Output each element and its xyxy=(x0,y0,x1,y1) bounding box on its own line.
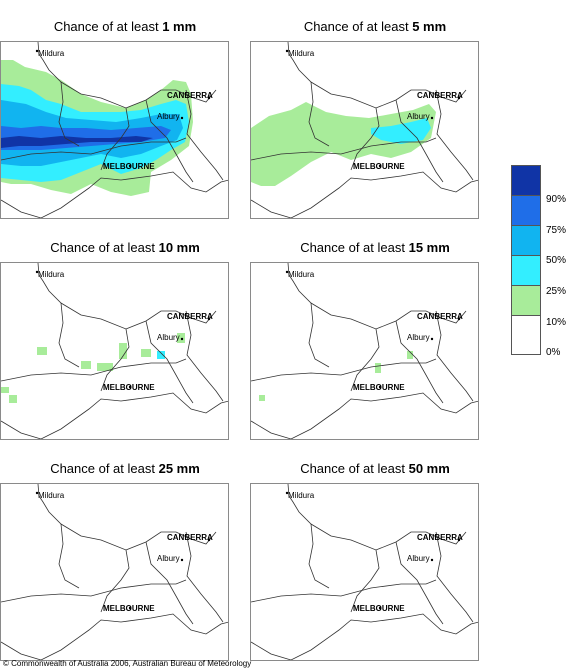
place-mildura: Mildura xyxy=(288,270,315,279)
panel-title-25mm: Chance of at least 25 mm xyxy=(0,461,250,476)
map-15mm: Mildura CANBERRA Albury MELBOURNE xyxy=(250,262,479,440)
map-1mm: Mildura CANBERRA Albury MELBOURNE xyxy=(0,41,229,219)
places: Mildura CANBERRA Albury MELBOURNE xyxy=(285,49,463,171)
copyright-notice: © Commonwealth of Australia 2006, Austra… xyxy=(3,659,252,668)
rain-cell-10 xyxy=(141,349,151,357)
title-prefix: Chance of at least xyxy=(50,240,159,255)
places: Mildura CANBERRA Albury MELBOURNE xyxy=(285,491,463,613)
legend-swatch-0 xyxy=(512,316,540,346)
place-albury: Albury xyxy=(157,112,180,121)
map-svg: Mildura CANBERRA Albury MELBOURNE xyxy=(251,42,478,218)
title-amount: 10 mm xyxy=(158,240,200,255)
rain-cell-10 xyxy=(407,351,413,359)
legend-swatch-75 xyxy=(512,196,540,226)
place-canberra: CANBERRA xyxy=(417,312,463,321)
place-canberra: CANBERRA xyxy=(167,312,213,321)
place-mildura: Mildura xyxy=(38,270,65,279)
legend-label-25: 25% xyxy=(546,286,567,297)
legend-label-10: 10% xyxy=(546,317,567,328)
place-melbourne: MELBOURNE xyxy=(103,383,155,392)
place-albury: Albury xyxy=(407,554,430,563)
map-25mm: Mildura CANBERRA Albury MELBOURNE xyxy=(0,483,229,661)
place-albury: Albury xyxy=(407,333,430,342)
legend-label-75: 75% xyxy=(546,225,567,236)
legend-label-50: 50% xyxy=(546,255,567,266)
map-svg: Mildura CANBERRA Albury MELBOURNE xyxy=(251,263,478,439)
map-10mm: Mildura CANBERRA Albury MELBOURNE xyxy=(0,262,229,440)
map-svg: Mildura CANBERRA Albury MELBOURNE xyxy=(1,263,228,439)
places: Mildura CANBERRA Albury MELBOURNE xyxy=(285,270,463,392)
legend-swatch-10 xyxy=(512,286,540,316)
place-mildura: Mildura xyxy=(38,491,65,500)
title-amount: 15 mm xyxy=(408,240,450,255)
place-mildura: Mildura xyxy=(288,49,315,58)
rain-field xyxy=(259,351,413,401)
title-prefix: Chance of at least xyxy=(300,240,409,255)
state-borders xyxy=(251,484,478,660)
legend-label-0: 0% xyxy=(546,347,561,358)
place-melbourne: MELBOURNE xyxy=(353,162,405,171)
state-borders xyxy=(1,42,228,218)
map-svg: Mildura CANBERRA Albury MELBOURNE xyxy=(1,484,228,660)
panel-title-15mm: Chance of at least 15 mm xyxy=(250,240,500,255)
title-amount: 25 mm xyxy=(158,461,200,476)
rain-cell-10 xyxy=(177,333,185,343)
rain-cell-10 xyxy=(97,363,113,371)
place-melbourne: MELBOURNE xyxy=(103,604,155,613)
rain-cell-10 xyxy=(119,343,127,359)
rain-field xyxy=(1,333,185,403)
title-prefix: Chance of at least xyxy=(50,461,159,476)
rain-field xyxy=(1,60,193,196)
panel-title-50mm: Chance of at least 50 mm xyxy=(250,461,500,476)
state-borders xyxy=(1,263,228,439)
legend-swatch-25 xyxy=(512,256,540,286)
rain-cell-10 xyxy=(9,395,17,403)
place-canberra: CANBERRA xyxy=(167,91,213,100)
place-canberra: CANBERRA xyxy=(167,533,213,542)
place-canberra: CANBERRA xyxy=(417,533,463,542)
legend-swatch-50 xyxy=(512,226,540,256)
place-mildura: Mildura xyxy=(288,491,315,500)
rain-cell-10 xyxy=(259,395,265,401)
place-melbourne: MELBOURNE xyxy=(353,604,405,613)
rain-zone-10 xyxy=(251,102,436,186)
panel-title-10mm: Chance of at least 10 mm xyxy=(0,240,250,255)
places: Mildura CANBERRA Albury MELBOURNE xyxy=(35,270,213,392)
place-albury: Albury xyxy=(157,554,180,563)
legend-swatch-90 xyxy=(512,166,540,196)
place-mildura: Mildura xyxy=(38,49,65,58)
rain-cell-10 xyxy=(81,361,91,369)
place-albury: Albury xyxy=(407,112,430,121)
place-albury: Albury xyxy=(157,333,180,342)
legend-label-90: 90% xyxy=(546,194,567,205)
panel-title-1mm: Chance of at least 1 mm xyxy=(0,19,250,34)
title-prefix: Chance of at least xyxy=(53,19,163,34)
title-prefix: Chance of at least xyxy=(300,461,409,476)
rain-cell-10 xyxy=(375,363,381,373)
state-borders xyxy=(251,263,478,439)
probability-legend xyxy=(511,165,541,355)
place-melbourne: MELBOURNE xyxy=(103,162,155,171)
places: Mildura CANBERRA Albury MELBOURNE xyxy=(35,491,213,613)
rain-cell-25 xyxy=(157,351,165,359)
rain-cell-10 xyxy=(1,387,9,393)
map-svg: Mildura CANBERRA Albury MELBOURNE xyxy=(1,42,228,218)
state-borders xyxy=(251,42,478,218)
map-50mm: Mildura CANBERRA Albury MELBOURNE xyxy=(250,483,479,661)
map-5mm: Mildura CANBERRA Albury MELBOURNE xyxy=(250,41,479,219)
map-svg: Mildura CANBERRA Albury MELBOURNE xyxy=(251,484,478,660)
place-melbourne: MELBOURNE xyxy=(353,383,405,392)
title-amount: 1 mm xyxy=(162,19,197,34)
places: Mildura CANBERRA Albury MELBOURNE xyxy=(35,49,213,171)
rain-cell-10 xyxy=(37,347,47,355)
state-borders xyxy=(1,484,228,660)
rain-zone-90 xyxy=(1,136,153,148)
place-canberra: CANBERRA xyxy=(417,91,463,100)
title-amount: 50 mm xyxy=(408,461,450,476)
title-amount: 5 mm xyxy=(412,19,447,34)
panel-title-5mm: Chance of at least 5 mm xyxy=(250,19,500,34)
title-prefix: Chance of at least xyxy=(303,19,413,34)
